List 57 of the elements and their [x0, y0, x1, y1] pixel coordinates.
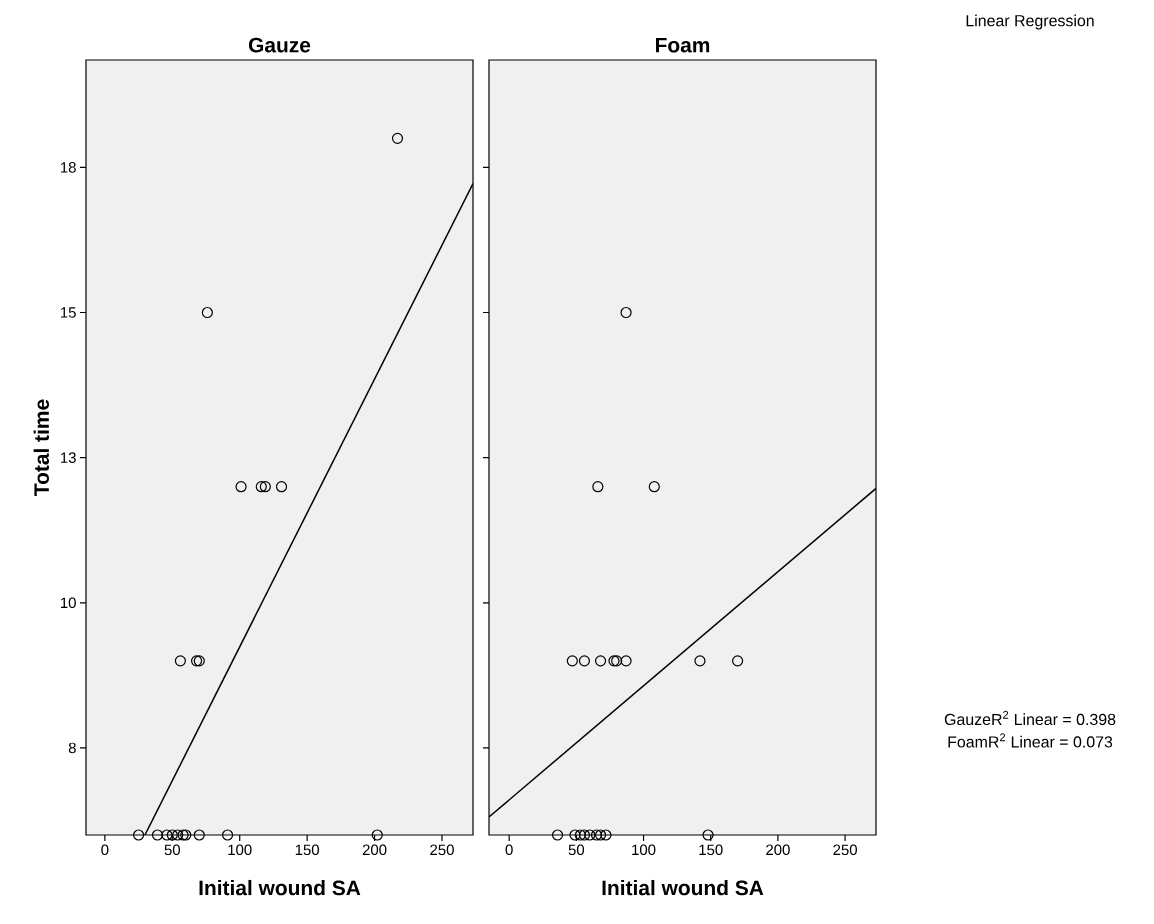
text: FoamR$^{2}$ Linear = 0.073 [948, 733, 1113, 748]
x-tick-label: 250 [430, 844, 454, 856]
point [590, 829, 603, 841]
point [255, 481, 267, 493]
y-axis-title: Total time [33, 399, 50, 496]
x-tick-label: 100 [632, 844, 656, 856]
x-tick-label: 50 [164, 844, 181, 856]
point [391, 132, 404, 144]
x-tick-label: 150 [699, 844, 723, 856]
point [620, 306, 632, 319]
x-tick-label: 250 [833, 844, 857, 856]
chart-title: Gauze [248, 37, 311, 53]
point [620, 655, 632, 667]
point [221, 829, 234, 841]
point [174, 655, 186, 667]
text: Linear Regression [966, 14, 1094, 30]
point [574, 829, 586, 841]
point [694, 655, 706, 667]
chart-title: Foam [656, 37, 710, 53]
point [371, 829, 383, 841]
y-tick-label: 8 [68, 742, 76, 754]
text: GauzeR$^{2}$ Linear = 0.398 [944, 710, 1116, 726]
point [600, 829, 612, 841]
x-tick-label: 0 [101, 844, 109, 856]
x-axis-title: Initial wound SA [602, 879, 764, 896]
point [235, 481, 247, 493]
point [584, 829, 596, 841]
point [702, 829, 714, 841]
point [166, 829, 178, 841]
y-tick-label: 18 [61, 162, 76, 173]
point [201, 306, 213, 319]
point [578, 829, 591, 841]
point [569, 829, 581, 841]
point [594, 829, 607, 841]
x-tick-label: 200 [362, 844, 387, 856]
point [594, 655, 607, 667]
x-tick-label: 100 [228, 844, 252, 856]
point [161, 829, 173, 841]
point [732, 655, 744, 667]
x-tick-label: 0 [505, 844, 513, 856]
x-tick-label: 50 [568, 844, 585, 856]
point [259, 481, 271, 493]
point [275, 481, 288, 493]
y-tick-label: 10 [61, 597, 76, 609]
point [151, 829, 164, 841]
x-axis-title: Initial wound SA [199, 879, 361, 896]
point [193, 829, 205, 841]
y-tick-label: 13 [61, 452, 76, 463]
point [648, 481, 660, 493]
y-tick-label: 15 [61, 307, 76, 318]
x-tick-label: 150 [295, 844, 320, 856]
x-tick-label: 200 [766, 844, 790, 856]
point [578, 655, 591, 667]
point [551, 829, 564, 841]
point [592, 481, 604, 493]
point [566, 655, 578, 667]
point [172, 829, 184, 841]
